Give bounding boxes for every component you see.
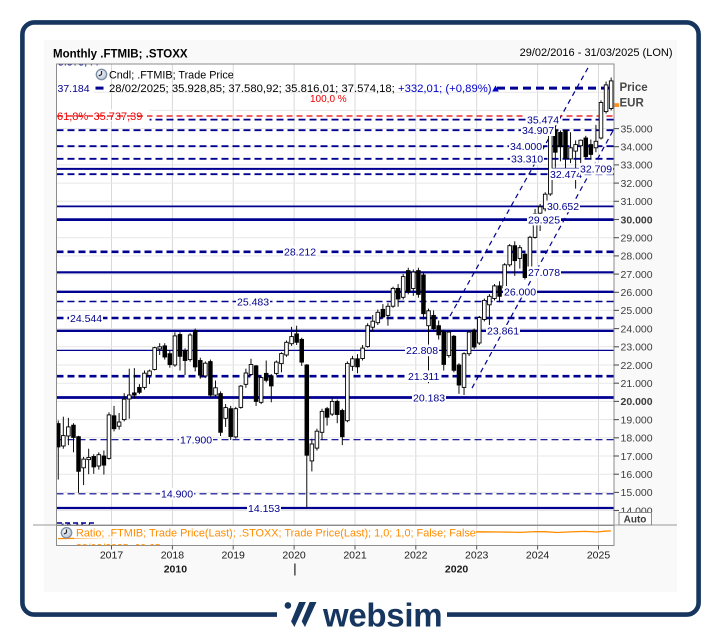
svg-text:2024: 2024 [526,550,550,562]
svg-text:21.000: 21.000 [621,378,653,390]
svg-text:20.183: 20.183 [413,392,445,404]
svg-text:Price: Price [620,82,648,94]
svg-text:33.310: 33.310 [511,154,543,166]
svg-text:27.000: 27.000 [621,269,653,281]
svg-text:31.000: 31.000 [621,196,653,208]
svg-text:23.000: 23.000 [621,342,653,354]
svg-text:17.900: 17.900 [180,435,212,447]
svg-text:24.544: 24.544 [70,313,102,325]
svg-text:32.474: 32.474 [550,169,582,181]
svg-text:2017: 2017 [100,550,124,562]
svg-text:28.000: 28.000 [621,251,653,263]
svg-text:28/02/2025; 60,65: 28/02/2025; 60,65 [76,542,161,554]
svg-text:30.652: 30.652 [547,201,579,213]
svg-text:5.375,44: 5.375,44 [58,57,99,69]
svg-text:2018: 2018 [161,550,185,562]
svg-text:35.000: 35.000 [621,123,653,135]
svg-text:19.000: 19.000 [621,414,653,426]
svg-text:websim: websim [322,597,442,634]
svg-text:30.000: 30.000 [621,214,653,226]
svg-text:29/02/2016 - 31/03/2025 (LON): 29/02/2016 - 31/03/2025 (LON) [520,47,673,59]
svg-text:34.907: 34.907 [522,125,554,137]
svg-text:24.000: 24.000 [621,323,653,335]
svg-text:2021: 2021 [343,550,367,562]
svg-text:22.808: 22.808 [406,345,438,357]
svg-text:EUR: EUR [620,98,645,110]
svg-text:34.000: 34.000 [621,142,653,154]
svg-text:18.000: 18.000 [621,433,653,445]
svg-text:25.483: 25.483 [237,296,269,308]
svg-text:20.000: 20.000 [621,396,653,408]
svg-text:Cndl; .FTMIB; Trade Price: Cndl; .FTMIB; Trade Price [109,69,234,81]
svg-text:35.474: 35.474 [527,114,559,126]
svg-text:28/02/2025; 35.928,85; 37.580,: 28/02/2025; 35.928,85; 37.580,92; 35.816… [109,83,492,95]
svg-text:29.925: 29.925 [528,214,560,226]
svg-text:Monthly .FTMIB; .STOXX: Monthly .FTMIB; .STOXX [53,49,188,61]
svg-text:15.000: 15.000 [621,487,653,499]
svg-text:29.000: 29.000 [621,233,653,245]
svg-text:13.114: 13.114 [60,522,91,534]
svg-text:Ratio; .FTMIB; Trade Price(Las: Ratio; .FTMIB; Trade Price(Last); .STOXX… [76,528,476,540]
svg-text:2010: 2010 [164,564,188,576]
svg-text:2020: 2020 [445,564,469,576]
svg-text:22.000: 22.000 [621,360,653,372]
svg-text:32.000: 32.000 [621,178,653,190]
svg-text:2022: 2022 [404,550,428,562]
svg-text:14.900: 14.900 [161,489,193,501]
svg-text:21.311: 21.311 [408,371,439,383]
svg-text:2020: 2020 [282,550,306,562]
svg-text:2023: 2023 [465,550,489,562]
svg-text:17.000: 17.000 [621,451,653,463]
svg-text:Auto: Auto [624,514,647,525]
svg-text:14.153: 14.153 [248,503,280,515]
svg-text:23.861: 23.861 [487,326,519,338]
svg-text:34.000: 34.000 [510,141,542,153]
svg-text:26.000: 26.000 [504,287,536,299]
svg-text:27.078: 27.078 [528,267,560,279]
svg-text:16.000: 16.000 [621,469,653,481]
svg-text:26.000: 26.000 [621,287,653,299]
svg-text:32.709: 32.709 [580,164,612,176]
svg-text:2019: 2019 [222,550,246,562]
svg-text:37.184: 37.184 [58,83,90,95]
svg-text:61,8% 35.737,39: 61,8% 35.737,39 [57,111,142,123]
svg-text:28.212: 28.212 [284,247,316,259]
svg-text:2025: 2025 [587,550,611,562]
svg-text:33.000: 33.000 [621,160,653,172]
svg-text:25.000: 25.000 [621,305,653,317]
svg-text:100,0 %: 100,0 % [310,94,347,105]
